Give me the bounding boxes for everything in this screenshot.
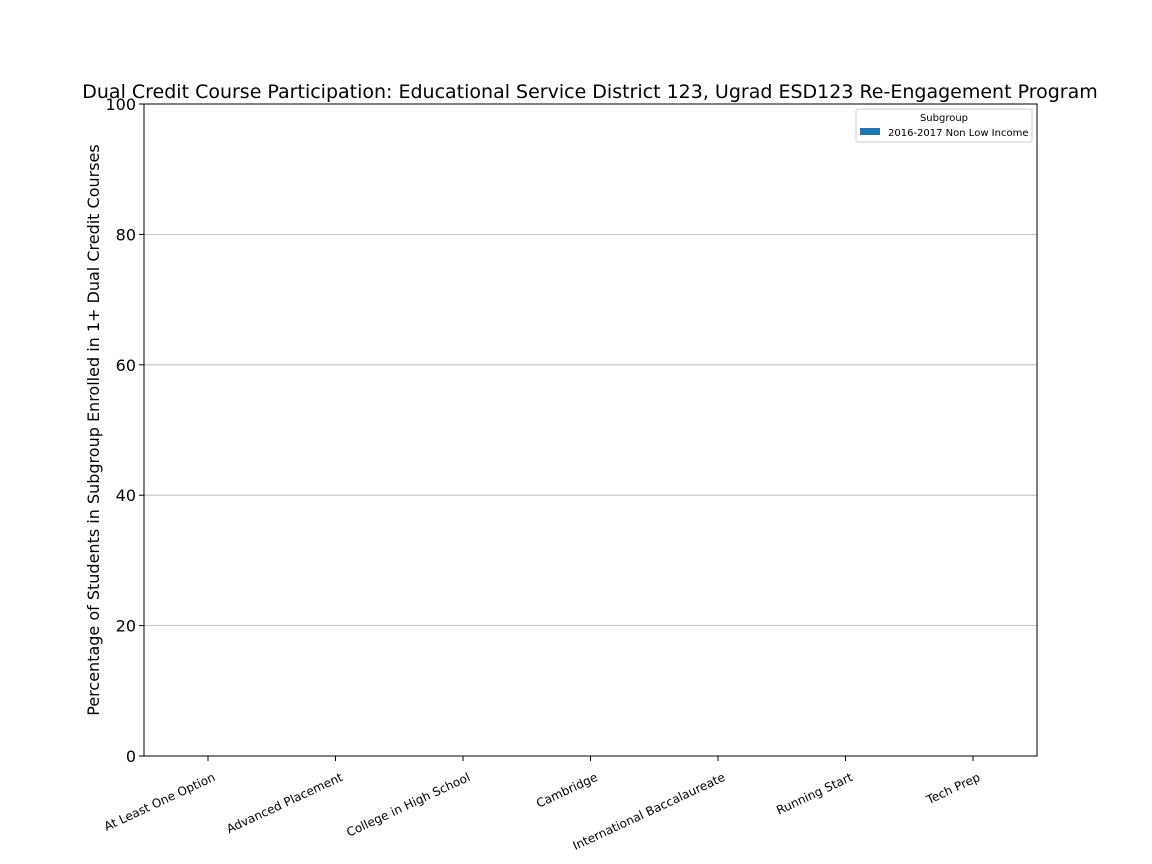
legend-swatch — [860, 128, 880, 135]
x-tick-label: Advanced Placement — [224, 770, 345, 836]
y-tick-label: 60 — [116, 356, 136, 375]
x-tick-label: College in High School — [344, 770, 472, 840]
x-tick-label: Running Start — [774, 770, 855, 818]
y-gridlines — [144, 233, 1037, 626]
legend-title: Subgroup — [920, 113, 968, 124]
x-tick-label: Tech Prep — [923, 770, 982, 807]
chart-title: Dual Credit Course Participation: Educat… — [82, 81, 1098, 103]
legend-entry-label: 2016-2017 Non Low Income — [888, 128, 1028, 139]
y-axis-ticks: 0 20 40 60 80 100 — [105, 95, 144, 766]
x-tick-label: At Least One Option — [102, 770, 217, 834]
y-tick-label: 100 — [105, 95, 136, 114]
legend-frame — [855, 108, 1033, 143]
y-tick-label: 80 — [116, 225, 136, 244]
plot-area-frame — [143, 103, 1038, 757]
x-axis-ticks: At Least One Option Advanced Placement Col… — [102, 756, 982, 853]
y-tick-label: 40 — [116, 486, 136, 505]
x-tick-label: Cambridge — [534, 770, 600, 811]
y-tick-label: 0 — [126, 747, 136, 766]
y-tick-label: 20 — [116, 617, 136, 636]
legend: Subgroup 2016-2017 Non Low Income — [855, 108, 1033, 143]
y-axis-label: Percentage of Students in Subgroup Enrol… — [84, 144, 103, 715]
